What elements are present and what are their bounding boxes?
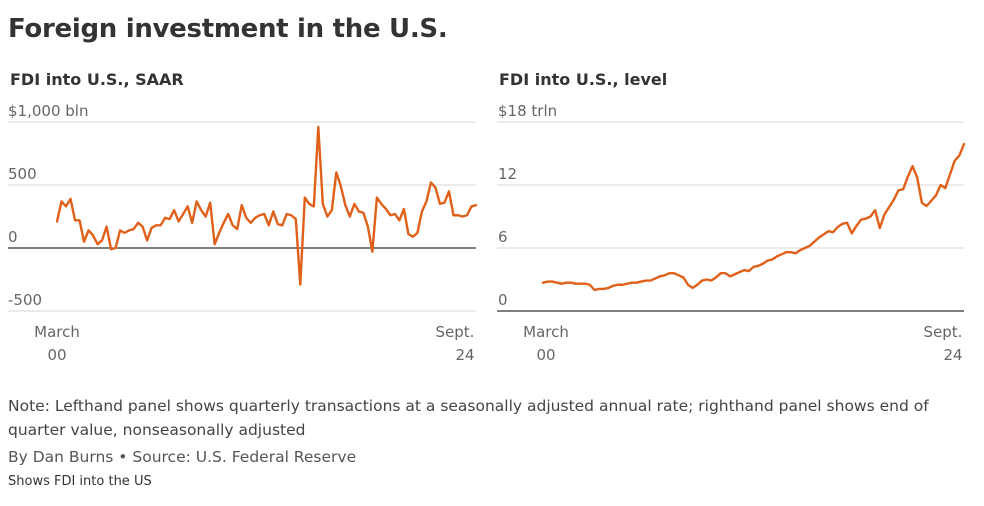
right-series-line-0 (541, 142, 966, 292)
byline: By Dan Burns • Source: U.S. Federal Rese… (8, 448, 357, 466)
left-chart: $1,000 bln 500 0 -500 March 00 Sept. 24 (8, 102, 478, 364)
left-ytick-label-0: $1,000 bln (8, 102, 88, 120)
right-panel-title: FDI into U.S., level (499, 70, 668, 89)
right-xtick-label-0-line1: March (523, 323, 569, 341)
chart-description: Shows FDI into the US (8, 474, 152, 489)
right-xtick-label-0-line2: 00 (536, 346, 555, 364)
left-ytick-label-3: -500 (8, 291, 42, 309)
left-xtick-label-0-line1: March (34, 323, 80, 341)
right-chart: $18 trln 12 6 0 March 00 Sept. 24 (497, 102, 966, 364)
right-ytick-label-1: 12 (498, 165, 517, 183)
right-xtick-label-1-line2: 24 (943, 346, 962, 364)
left-ytick-label-2: 0 (8, 228, 18, 246)
left-xtick-label-0-line2: 00 (47, 346, 66, 364)
right-ytick-label-2: 6 (498, 228, 508, 246)
left-series-line-0 (55, 125, 478, 286)
left-xtick-label-1-line2: 24 (455, 346, 474, 364)
right-ytick-label-3: 0 (498, 291, 508, 309)
right-xtick-label-1-line1: Sept. (924, 323, 963, 341)
chart-title: Foreign investment in the U.S. (8, 14, 448, 44)
chart-note: Note: Lefthand panel shows quarterly tra… (8, 397, 929, 439)
right-ytick-label-0: $18 trln (498, 102, 557, 120)
left-ytick-label-1: 500 (8, 165, 37, 183)
left-xtick-label-1-line1: Sept. (436, 323, 475, 341)
left-panel-title: FDI into U.S., SAAR (10, 70, 184, 89)
